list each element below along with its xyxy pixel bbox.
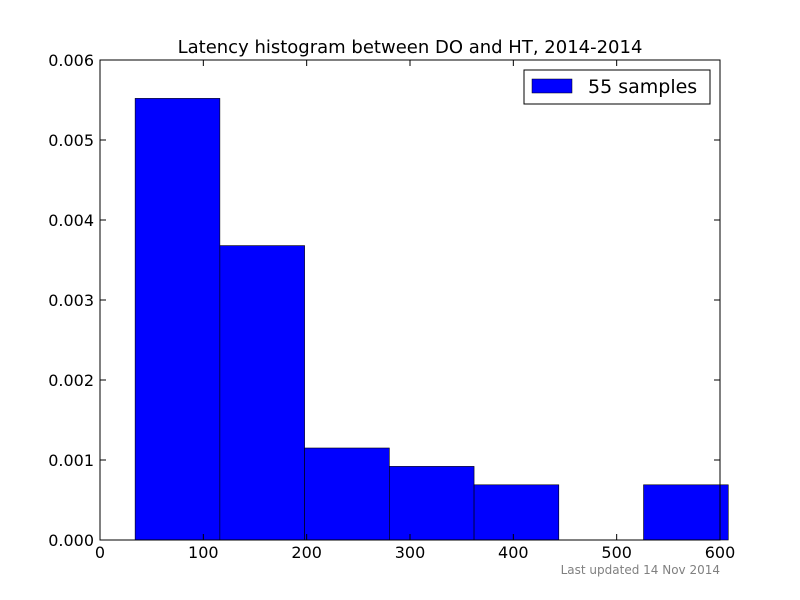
bars-group bbox=[134, 98, 729, 541]
y-tick-label: 0.003 bbox=[48, 291, 94, 310]
x-axis-ticks: 0 100 200 300 400 500 600 bbox=[95, 60, 735, 562]
plot-frame bbox=[99, 59, 721, 541]
chart-title: Latency histogram between DO and HT, 201… bbox=[178, 37, 643, 58]
legend-swatch bbox=[531, 78, 573, 94]
y-tick-label: 0.000 bbox=[48, 531, 94, 550]
x-tick-label: 400 bbox=[498, 543, 529, 562]
y-tick-label: 0.001 bbox=[48, 451, 94, 470]
legend-label: 55 samples bbox=[588, 76, 697, 98]
last-updated-note: Last updated 14 Nov 2014 bbox=[561, 563, 720, 577]
histogram-bar-2 bbox=[219, 245, 305, 541]
x-tick-label: 200 bbox=[291, 543, 322, 562]
y-tick-label: 0.004 bbox=[48, 211, 94, 230]
histogram-bar-1 bbox=[134, 98, 221, 541]
histogram-bar-7 bbox=[643, 484, 729, 541]
x-tick-label: 300 bbox=[395, 543, 426, 562]
x-tick-label: 600 bbox=[705, 543, 736, 562]
x-tick-label: 500 bbox=[601, 543, 632, 562]
y-tick-label: 0.002 bbox=[48, 371, 94, 390]
y-tick-label: 0.005 bbox=[48, 131, 94, 150]
y-tick-label: 0.006 bbox=[48, 51, 94, 70]
legend: 55 samples bbox=[523, 69, 711, 105]
histogram-bar-5 bbox=[473, 484, 560, 541]
x-tick-label: 100 bbox=[188, 543, 219, 562]
histogram-bar-3 bbox=[304, 447, 390, 541]
x-tick-label: 0 bbox=[95, 543, 105, 562]
histogram-bar-4 bbox=[389, 466, 475, 541]
